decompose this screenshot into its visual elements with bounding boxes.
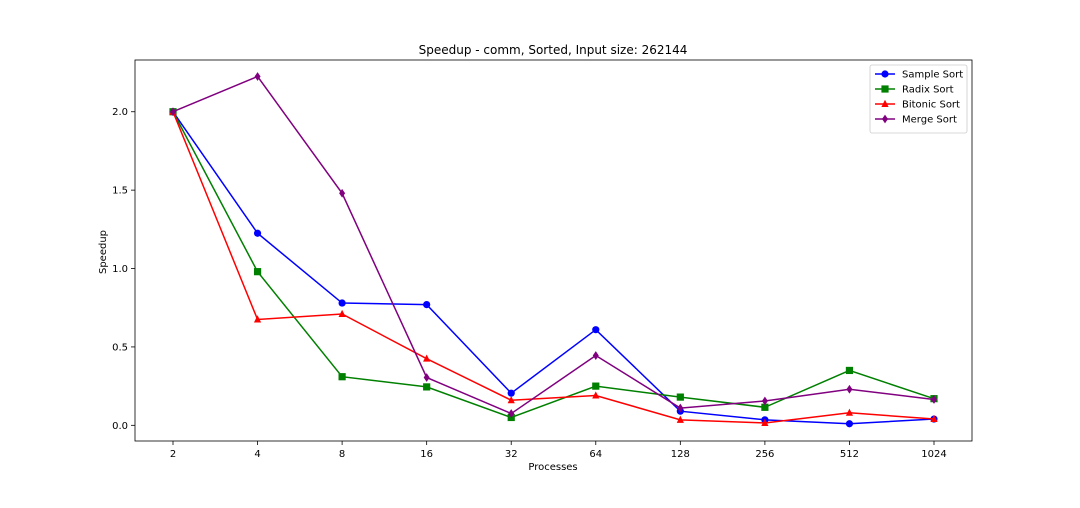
legend-label-bitonic-sort: Bitonic Sort	[902, 100, 960, 111]
merge-sort-line	[172, 75, 935, 415]
bitonic-sort-point	[761, 418, 769, 426]
y-tick-label: 1.5	[112, 186, 128, 197]
radix-sort-point	[845, 366, 854, 375]
bitonic-sort-point	[930, 414, 938, 423]
y-tick-label: 1.0	[112, 264, 128, 275]
bitonic-sort-point	[676, 415, 684, 423]
y-tick-label: 2.0	[112, 107, 128, 118]
x-tick-label: 1024	[921, 449, 946, 460]
bitonic-sort-point	[338, 309, 346, 317]
merge-sort-point	[254, 72, 261, 81]
radix-sort-point	[761, 403, 769, 411]
merge-sort-point	[931, 395, 937, 404]
merge-sort-point	[846, 384, 853, 394]
radix-sort-point	[592, 382, 600, 390]
legend-label-radix-sort: Radix Sort	[902, 85, 954, 96]
merge-sort-point	[508, 409, 515, 418]
x-tick-label: 512	[840, 449, 859, 460]
x-tick-label: 64	[589, 449, 602, 460]
merge-sort-point	[423, 373, 430, 382]
bitonic-sort-point	[423, 354, 431, 362]
merge-sort-point	[339, 188, 346, 198]
radix-sort-point	[423, 383, 431, 391]
bitonic-sort-line	[172, 111, 935, 424]
sample-sort-point	[338, 299, 346, 307]
chart-title: Speedup - comm, Sorted, Input size: 2621…	[419, 43, 688, 57]
y-tick-label: 0.5	[112, 342, 128, 353]
x-tick-label: 256	[755, 449, 774, 460]
sample-sort-point	[423, 300, 431, 309]
legend-marker-merge-sort	[882, 114, 888, 124]
radix-sort-point	[338, 373, 346, 381]
bitonic-sort-point	[507, 396, 515, 404]
sample-sort-point	[507, 389, 515, 397]
merge-sort-point	[761, 396, 768, 406]
sample-sort-point	[592, 326, 600, 334]
plot-area: 2 4 8 16 32 64 128 256 512 1024 0.0 0.5 1.0 1.5 2.0	[112, 59, 973, 460]
merge-sort-point	[592, 351, 599, 360]
x-tick-label: 4	[254, 449, 260, 460]
legend-marker-radix-sort	[881, 85, 889, 93]
radix-sort-line	[172, 111, 935, 419]
radix-sort-point	[253, 268, 262, 276]
legend-label-sample-sort: Sample Sort	[902, 70, 963, 81]
bitonic-sort-point	[592, 391, 600, 399]
merge-sort-point	[170, 107, 176, 117]
y-axis-label: Speedup	[98, 230, 109, 274]
sample-sort-line	[172, 111, 935, 425]
y-tick-label: 0.0	[112, 421, 128, 432]
legend: Sample Sort Radix Sort Bitonic Sort Merge S…	[869, 64, 968, 134]
plot-frame	[134, 59, 973, 442]
merge-sort-point	[677, 403, 684, 413]
sample-sort-point	[845, 420, 854, 428]
x-tick-label: 32	[505, 449, 518, 460]
sample-sort-point	[253, 229, 262, 237]
x-tick-label: 2	[170, 449, 176, 460]
x-tick-label: 16	[420, 449, 433, 460]
radix-sort-point	[676, 393, 684, 401]
x-axis-label: Processes	[528, 462, 577, 473]
bitonic-sort-point	[845, 408, 854, 416]
legend-label-merge-sort: Merge Sort	[902, 115, 957, 126]
legend-box	[869, 64, 968, 134]
x-tick-label: 8	[339, 449, 345, 460]
x-tick-label: 128	[671, 449, 690, 460]
legend-marker-sample-sort	[881, 70, 889, 78]
bitonic-sort-point	[253, 315, 262, 323]
legend-marker-bitonic-sort	[881, 99, 889, 107]
